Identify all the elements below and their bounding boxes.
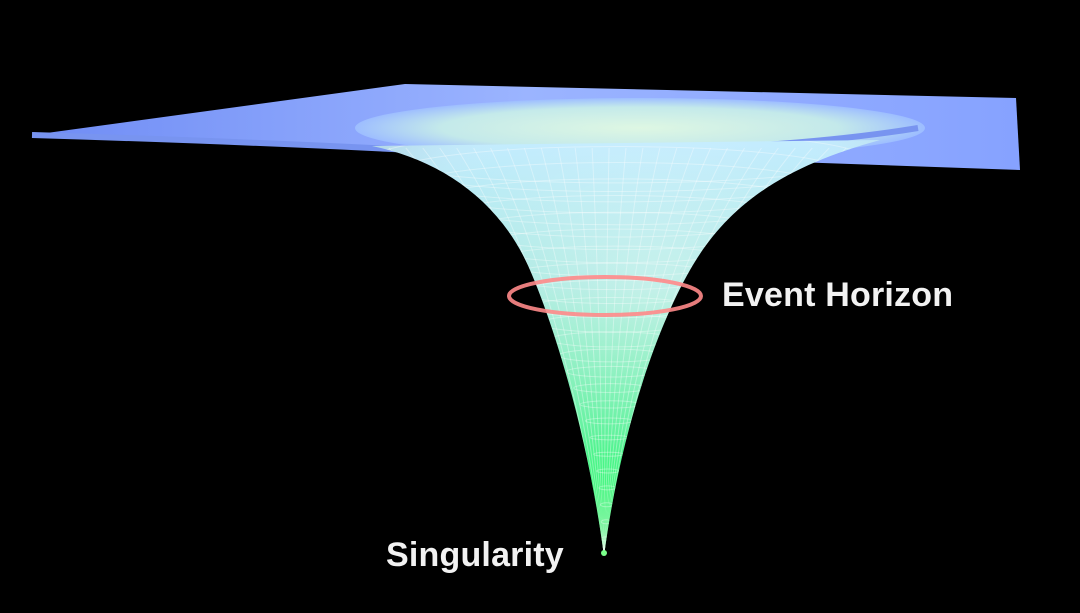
event-horizon-ring — [507, 275, 703, 317]
singularity-label: Singularity — [386, 536, 564, 574]
singularity-point — [601, 550, 607, 556]
funnel-grid-mesh — [372, 140, 880, 556]
gravity-well-funnel — [372, 140, 880, 556]
event-horizon-label: Event Horizon — [722, 276, 954, 314]
